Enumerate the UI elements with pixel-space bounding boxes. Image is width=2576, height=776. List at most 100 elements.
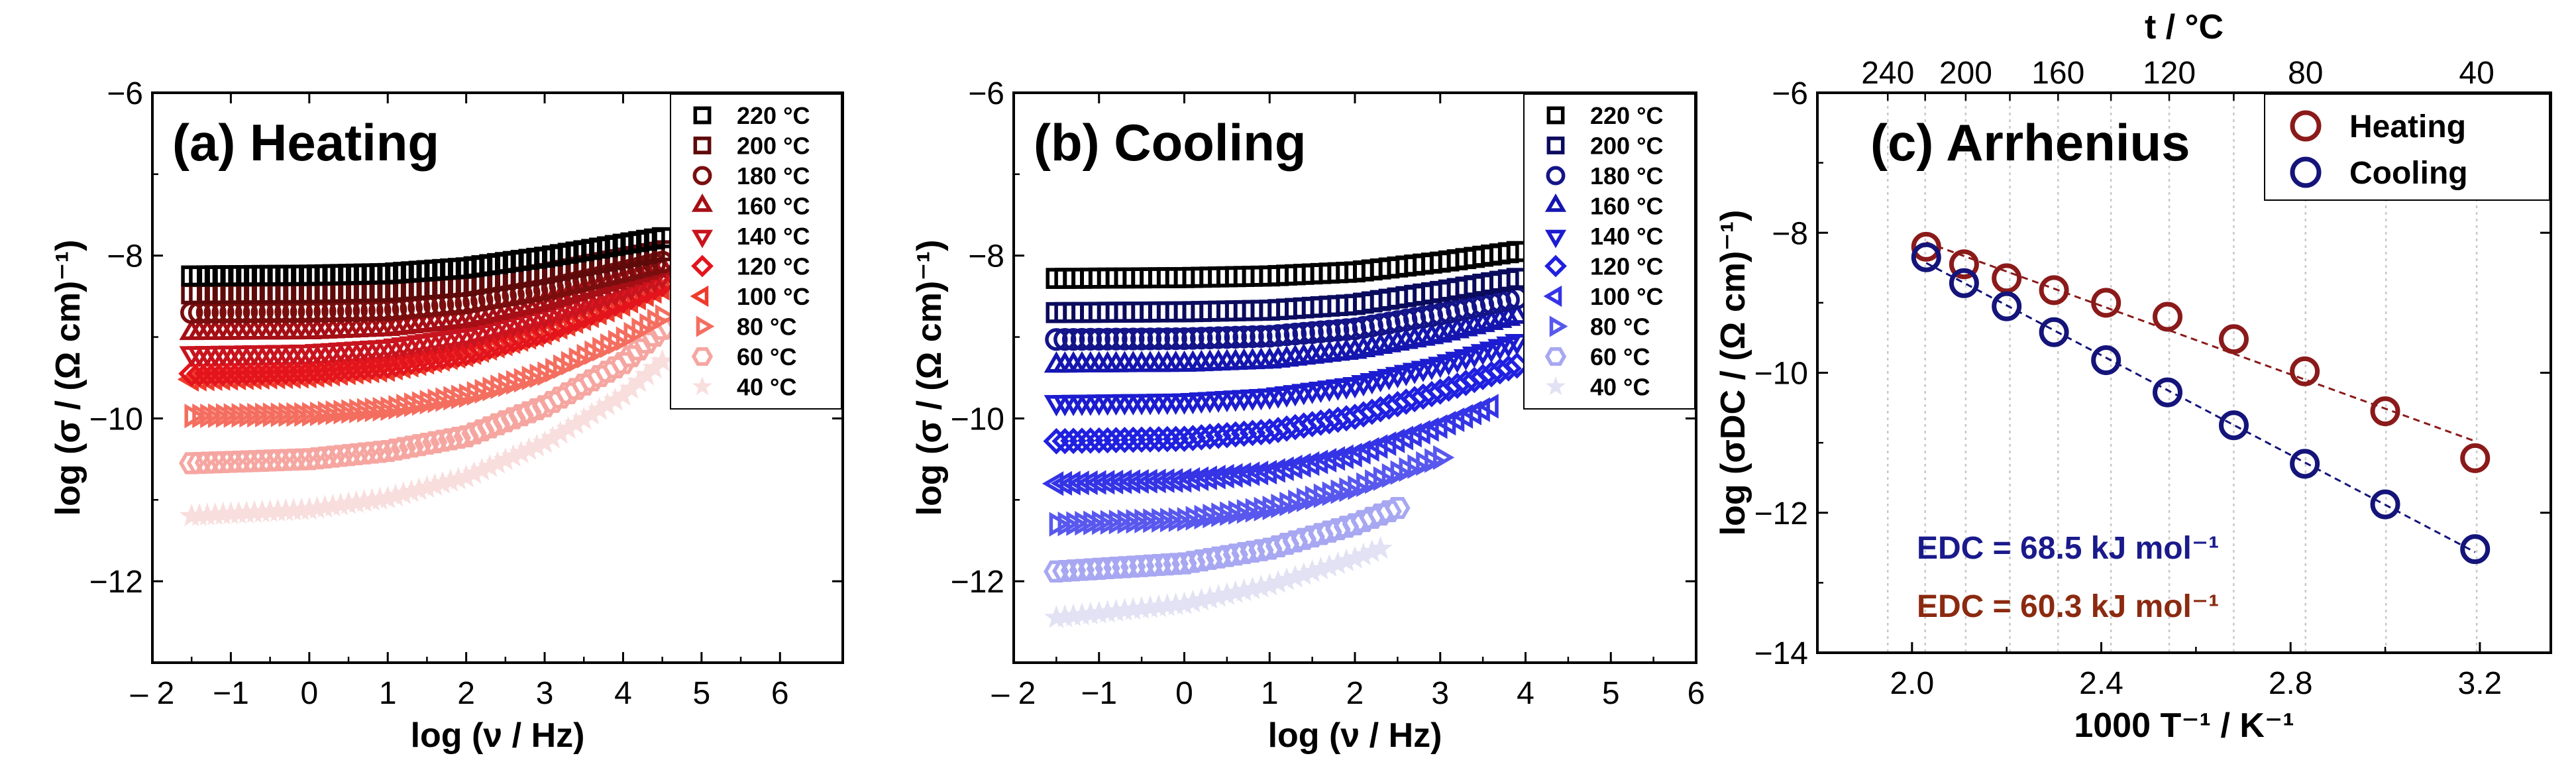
data-point [1255, 459, 1277, 485]
x-axis-label: 1000 T⁻¹ / K⁻¹ [2074, 706, 2294, 745]
data-point [1342, 513, 1368, 535]
data-point [1221, 463, 1243, 488]
x-tick-label: 2.0 [1890, 666, 1934, 701]
legend-marker [691, 347, 714, 366]
data-point-heating [2039, 275, 2069, 305]
data-point [1170, 468, 1192, 493]
legend-label: 220 °C [1590, 102, 1663, 129]
data-point [1275, 323, 1299, 347]
legend-label: 80 °C [737, 313, 796, 341]
series-120C [1043, 352, 1530, 455]
series-200C [1046, 268, 1528, 323]
data-point [1155, 327, 1179, 351]
data-point [1122, 327, 1145, 351]
y-tick-label: −10 [1754, 357, 1808, 392]
data-point [1130, 327, 1154, 351]
y-axis-label: log (σDC / (Ω cm)⁻¹) [1714, 210, 1752, 536]
legend-label: 80 °C [1590, 313, 1650, 341]
data-point [1250, 325, 1273, 348]
data-point-heating [2460, 443, 2491, 473]
data-point [1070, 327, 1094, 351]
legend-box [670, 93, 842, 410]
data-point-cooling [2039, 317, 2069, 347]
series-100C [1042, 394, 1499, 496]
data-point [1061, 327, 1085, 351]
data-point-cooling [1949, 268, 1979, 298]
legend-marker [691, 229, 714, 249]
legend-label: 220 °C [737, 102, 810, 129]
legend-marker [1549, 315, 1568, 337]
data-point-heating [1911, 231, 1941, 262]
data-point [1503, 352, 1530, 379]
x-tick-label: 2 [1346, 676, 1364, 711]
data-point [1299, 525, 1325, 548]
data-point-cooling [1911, 242, 1941, 272]
x-tick-label: 4 [614, 676, 632, 711]
data-point [1298, 451, 1320, 476]
data-point-heating [2091, 288, 2121, 318]
x-tick-label: 1 [1261, 676, 1279, 711]
legend-box [1523, 93, 1695, 410]
legend-marker [693, 106, 712, 125]
data-point [1212, 464, 1234, 489]
x-tick-label: 5 [1602, 676, 1620, 711]
data-point [1173, 327, 1196, 351]
legend-label: 160 °C [737, 193, 810, 220]
data-point [1273, 533, 1300, 555]
legend-label: 100 °C [737, 283, 810, 310]
data-point [1258, 325, 1281, 348]
top-tick-label: 80 [2288, 56, 2323, 91]
data-point [625, 338, 652, 360]
y-tick-label: −10 [89, 402, 143, 437]
x-axis-label: log (ν / Hz) [411, 716, 585, 755]
series-220C [1046, 241, 1528, 289]
activation-energy-label: EDC = 68.5 kJ mol⁻¹ [1917, 531, 2219, 566]
legend-marker [2290, 156, 2322, 188]
data-point [1289, 453, 1311, 478]
panel-title: (b) Cooling [1034, 113, 1307, 172]
legend-label: 60 °C [1590, 343, 1650, 370]
data-point [1232, 325, 1256, 349]
series-60C [1044, 496, 1411, 583]
panel-title: (a) Heating [172, 113, 439, 172]
x-tick-label: 0 [1175, 676, 1193, 711]
data-point [1045, 328, 1068, 351]
series-80C [184, 304, 677, 429]
data-point [1308, 523, 1334, 545]
data-point [1204, 465, 1226, 490]
data-point [1207, 326, 1230, 349]
panel-c-arrhenius: 2.0 2.4 2.8 3.2 240 200 160 120 80 40 −6 −8 −10 −12 −1… [1714, 8, 2552, 745]
legend-marker [696, 315, 715, 337]
data-point [1323, 446, 1346, 471]
data-point [1187, 466, 1209, 491]
top-tick-label: 160 [2031, 56, 2084, 91]
legend-label: 180 °C [1590, 162, 1663, 190]
legend-label: 40 °C [1590, 374, 1650, 401]
legend-marker [1545, 376, 1566, 396]
fit-line-heating [1925, 241, 2476, 443]
x-tick-label: – 2 [992, 676, 1036, 711]
data-point [1272, 456, 1294, 481]
y-tick-label: −12 [1754, 496, 1808, 531]
data-point-heating [2370, 396, 2400, 427]
data-point-cooling [2218, 410, 2249, 441]
data-point [1359, 506, 1385, 529]
data-point [1306, 449, 1328, 474]
y-tick-label: −8 [1772, 216, 1808, 251]
legend-marker [692, 166, 712, 186]
x-tick-label: 0 [300, 676, 318, 711]
data-point [1198, 326, 1222, 350]
x-axis-label: log (ν / Hz) [1268, 716, 1442, 755]
x-tick-label: 2 [457, 676, 475, 711]
data-point [1477, 394, 1499, 419]
data-point [618, 345, 644, 368]
legend-label: 120 °C [737, 253, 810, 280]
x-tick-label: – 2 [131, 676, 175, 711]
legend-label: 160 °C [1590, 193, 1663, 220]
data-point [1138, 327, 1162, 351]
data-point [1376, 500, 1402, 523]
y-axis-label: log (σ / (Ω cm)⁻¹) [49, 240, 87, 516]
